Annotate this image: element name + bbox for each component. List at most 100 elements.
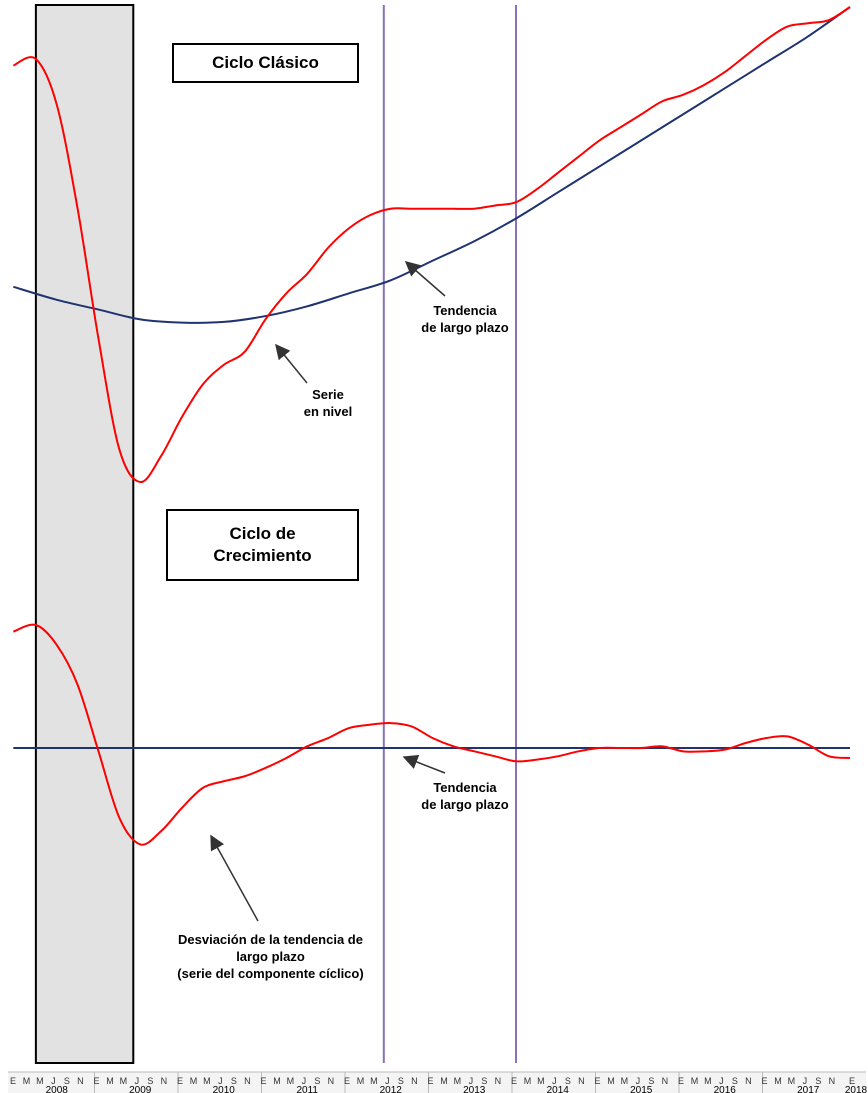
x-month-tick: M (106, 1076, 114, 1086)
x-year-tick: 2008 (46, 1085, 69, 1093)
x-month-tick: M (607, 1076, 615, 1086)
cyclical-component-line (12, 623, 851, 846)
x-month-tick: M (120, 1076, 128, 1086)
x-year-tick: 2011 (296, 1085, 318, 1093)
annotation-cyclical-deviation: Desviación de la tendencia de largo plaz… (138, 931, 403, 982)
x-month-tick: E (344, 1076, 350, 1086)
x-year-tick: 2015 (630, 1085, 653, 1093)
annotation-line: Tendencia (433, 780, 497, 795)
x-month-tick: M (190, 1076, 198, 1086)
x-year-tick: 2014 (547, 1085, 570, 1093)
x-month-tick: S (481, 1076, 487, 1086)
annotation-line: de largo plazo (421, 320, 509, 335)
x-month-tick: S (64, 1076, 70, 1086)
x-month-tick: M (454, 1076, 462, 1086)
x-month-tick: E (594, 1076, 600, 1086)
x-month-tick: J (552, 1076, 557, 1086)
x-month-tick: M (537, 1076, 545, 1086)
x-month-tick: J (636, 1076, 641, 1086)
x-month-tick: M (273, 1076, 281, 1086)
annotation-line: en nivel (303, 404, 353, 419)
x-month-tick: E (849, 1076, 855, 1086)
annotation-level-series: Serie en nivel (268, 386, 388, 420)
x-month-tick: S (398, 1076, 404, 1086)
x-axis-band (8, 1072, 866, 1093)
arrow-trend-bottom (402, 754, 446, 774)
x-month-tick: E (260, 1076, 266, 1086)
x-year-tick: 2010 (213, 1085, 236, 1093)
annotation-line: Serie (312, 387, 344, 402)
x-month-tick: M (203, 1076, 211, 1086)
x-month-tick: N (662, 1076, 669, 1086)
x-month-tick: M (621, 1076, 629, 1086)
x-month-tick: J (218, 1076, 223, 1086)
annotation-line: Tendencia (433, 303, 497, 318)
classic-cycle-title: Ciclo Clásico (172, 43, 359, 83)
annotation-line: largo plazo (236, 949, 305, 964)
x-month-tick: S (815, 1076, 821, 1086)
x-year-tick: 2012 (380, 1085, 403, 1093)
annotation-line: Desviación de la tendencia de (178, 932, 363, 947)
x-month-tick: J (385, 1076, 390, 1086)
x-month-tick: N (77, 1076, 84, 1086)
arrow-trend-top (404, 261, 446, 297)
x-month-tick: J (469, 1076, 474, 1086)
x-month-tick: S (314, 1076, 320, 1086)
x-month-tick: S (147, 1076, 153, 1086)
x-year-tick: 2017 (797, 1085, 820, 1093)
x-month-tick: J (803, 1076, 808, 1086)
x-month-tick: J (719, 1076, 724, 1086)
x-month-tick: N (161, 1076, 168, 1086)
arrow-cyclical-deviation (210, 834, 259, 922)
x-month-tick: E (511, 1076, 517, 1086)
x-month-tick: M (36, 1076, 44, 1086)
x-month-tick: M (524, 1076, 532, 1086)
arrow-level-series (275, 343, 308, 384)
x-month-tick: E (761, 1076, 767, 1086)
x-month-tick: E (177, 1076, 183, 1086)
x-month-tick: S (648, 1076, 654, 1086)
x-month-tick: N (829, 1076, 836, 1086)
x-year-tick: 2013 (463, 1085, 486, 1093)
x-month-tick: J (302, 1076, 307, 1086)
x-month-tick: M (774, 1076, 782, 1086)
x-month-tick: E (93, 1076, 99, 1086)
annotation-trend-bottom: Tendencia de largo plazo (385, 779, 545, 813)
x-month-tick: E (10, 1076, 16, 1086)
x-month-tick: M (440, 1076, 448, 1086)
annotation-line: de largo plazo (421, 797, 509, 812)
x-month-tick: J (135, 1076, 140, 1086)
x-month-tick: N (411, 1076, 418, 1086)
recession-shading (34, 4, 135, 1064)
x-month-tick: E (427, 1076, 433, 1086)
x-month-tick: N (244, 1076, 251, 1086)
x-month-tick: M (23, 1076, 31, 1086)
trend-line-top (13, 6, 851, 324)
x-month-tick: E (678, 1076, 684, 1086)
x-month-tick: M (357, 1076, 365, 1086)
growth-cycle-title-line1: Ciclo de (229, 524, 296, 543)
x-month-tick: M (704, 1076, 712, 1086)
level-series-line (12, 6, 851, 483)
x-month-tick: M (370, 1076, 378, 1086)
x-month-tick: S (732, 1076, 738, 1086)
x-month-tick: N (495, 1076, 502, 1086)
x-month-tick: M (788, 1076, 796, 1086)
annotation-line: (serie del componente cíclico) (177, 966, 364, 981)
growth-cycle-title: Ciclo de Crecimiento (166, 509, 359, 581)
x-month-tick: S (565, 1076, 571, 1086)
x-month-tick: N (328, 1076, 335, 1086)
x-month-tick: J (51, 1076, 56, 1086)
x-year-tick: 2016 (714, 1085, 737, 1093)
x-month-tick: M (691, 1076, 699, 1086)
classic-cycle-title-text: Ciclo Clásico (212, 53, 319, 72)
x-month-tick: N (578, 1076, 585, 1086)
x-year-tick: 2009 (129, 1085, 152, 1093)
annotation-trend-top: Tendencia de largo plazo (385, 302, 545, 336)
x-year-tick: 2018 (845, 1085, 868, 1093)
x-month-tick: N (745, 1076, 752, 1086)
x-month-tick: M (287, 1076, 295, 1086)
growth-cycle-title-line2: Crecimiento (213, 546, 312, 565)
x-month-tick: S (231, 1076, 237, 1086)
